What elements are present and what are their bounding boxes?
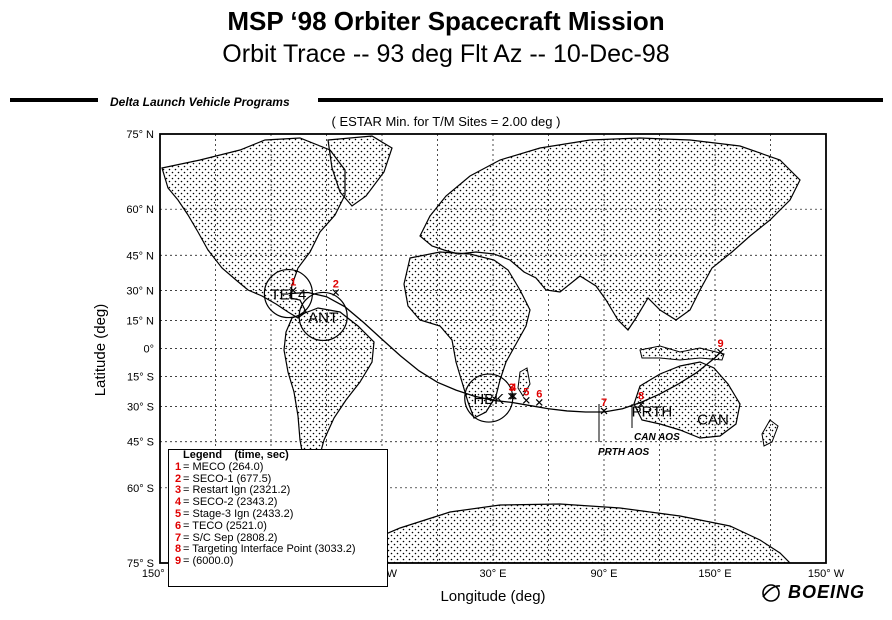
y-tick-label: 75° N bbox=[126, 129, 154, 141]
page-subtitle: Orbit Trace -- 93 deg Flt Az -- 10-Dec-9… bbox=[222, 40, 670, 68]
station-label: PRTH bbox=[632, 404, 673, 421]
event-number: 9 bbox=[717, 338, 723, 350]
event-marker bbox=[508, 392, 515, 400]
event-marker bbox=[637, 401, 645, 408]
y-tick-label: 15° S bbox=[127, 372, 154, 384]
greenland bbox=[327, 135, 393, 207]
madagascar bbox=[517, 367, 531, 397]
event-marker bbox=[522, 396, 530, 404]
legend-item-text: = (6000.0) bbox=[183, 555, 234, 568]
legend-units: (time, sec) bbox=[234, 449, 289, 461]
event-number: 7 bbox=[601, 397, 607, 409]
x-tick-label: 150° W bbox=[808, 568, 845, 580]
legend-item-number: 4 bbox=[175, 496, 182, 509]
orbit-trace bbox=[288, 291, 722, 413]
event-marker bbox=[535, 398, 543, 406]
event-marker bbox=[717, 348, 724, 356]
x-tick-label: 90° E bbox=[590, 568, 617, 580]
event-number: 4 bbox=[510, 382, 517, 394]
orbit-trace-line bbox=[288, 291, 722, 413]
event-marker bbox=[289, 286, 297, 294]
legend-item: 8 = Targeting Interface Point (3033.2) bbox=[175, 543, 387, 556]
legend-item-number: 5 bbox=[175, 507, 182, 520]
x-tick-label: 150° E bbox=[698, 568, 731, 580]
legend-item: 4 = SECO-2 (2343.2) bbox=[175, 496, 387, 509]
legend-item-text: = SECO-2 (2343.2) bbox=[183, 496, 278, 509]
y-tick-label: 30° N bbox=[126, 285, 154, 297]
antarctica bbox=[328, 503, 791, 563]
y-tick-label: 45° N bbox=[126, 250, 154, 262]
prth-aos-label: PRTH AOS bbox=[598, 447, 649, 458]
legend-item-number: 2 bbox=[175, 472, 182, 485]
program-label: Delta Launch Vehicle Programs bbox=[110, 95, 290, 109]
legend-item-number: 3 bbox=[175, 484, 182, 497]
boeing-emblem-icon bbox=[762, 584, 781, 603]
x-tick-label: 30° E bbox=[479, 568, 506, 580]
y-axis-label: Latitude (deg) bbox=[92, 304, 109, 397]
station-label: TEL4 bbox=[270, 287, 306, 304]
event-marker bbox=[509, 392, 517, 400]
x-axis-label: Longitude (deg) bbox=[440, 588, 545, 605]
boeing-logo: BOEING bbox=[760, 582, 865, 604]
legend-item-text: = TECO (2521.0) bbox=[183, 519, 267, 532]
legend-item-text: = Targeting Interface Point (3033.2) bbox=[183, 543, 356, 556]
legend-item-number: 6 bbox=[175, 519, 182, 532]
legend-item-number: 1 bbox=[175, 460, 182, 473]
legend-item: 1 = MECO (264.0) bbox=[175, 460, 387, 474]
legend-item-text: = S/C Sep (2808.2) bbox=[183, 531, 278, 544]
legend-item-text: = SECO-1 (677.5) bbox=[183, 472, 272, 485]
event-marker bbox=[600, 407, 608, 415]
y-tick-label: 45° S bbox=[127, 437, 154, 449]
y-tick-label: 0° bbox=[143, 344, 154, 356]
y-tick-label: 60° S bbox=[127, 483, 154, 495]
y-tick-label: 60° N bbox=[126, 204, 154, 216]
estar-note: ( ESTAR Min. for T/M Sites = 2.00 deg ) bbox=[331, 114, 561, 129]
event-number: 8 bbox=[638, 390, 644, 402]
legend-item-number: 8 bbox=[175, 543, 182, 556]
event-number: 6 bbox=[536, 388, 542, 400]
legend-item-text: = Restart Ign (2321.2) bbox=[183, 484, 291, 497]
legend-header: Legend (time, sec) bbox=[183, 449, 387, 462]
y-tick-label: 30° S bbox=[127, 402, 154, 414]
y-tick-label: 15° N bbox=[126, 315, 154, 327]
legend-item-number: 9 bbox=[175, 555, 182, 568]
y-tick-label: 75° S bbox=[127, 558, 154, 570]
event-number: 1 bbox=[290, 276, 296, 288]
can-aos-label: CAN AOS bbox=[634, 432, 680, 443]
logo-text: BOEING bbox=[788, 582, 866, 602]
legend-item: 6 = TECO (2521.0) bbox=[175, 519, 387, 533]
legend-box: Legend (time, sec) 1 = MECO (264.0) 2 = SEC… bbox=[168, 449, 388, 587]
legend-item: 7 = S/C Sep (2808.2) bbox=[175, 531, 387, 545]
event-number: 2 bbox=[333, 279, 339, 291]
header-rule-right bbox=[318, 98, 883, 102]
legend-title: Legend bbox=[183, 449, 223, 461]
landmasses bbox=[161, 135, 801, 563]
legend-item: 2 = SECO-1 (677.5) bbox=[175, 472, 387, 486]
australia bbox=[633, 361, 741, 439]
new-zealand bbox=[761, 419, 779, 447]
north-america bbox=[161, 137, 346, 319]
legend-item: 5 = Stage-3 Ign (2433.2) bbox=[175, 507, 387, 521]
legend-item: 9 = (6000.0) bbox=[175, 555, 387, 568]
legend-item-text: = Stage-3 Ign (2433.2) bbox=[183, 507, 294, 520]
legend-item-number: 7 bbox=[175, 531, 182, 544]
station-label: ANT bbox=[308, 309, 338, 326]
event-marker bbox=[332, 289, 340, 296]
event-number: 3 bbox=[508, 382, 514, 394]
legend-items: 1 = MECO (264.0) 2 = SECO-1 (677.5) 3 = Resta… bbox=[169, 460, 387, 568]
indonesia bbox=[639, 345, 725, 361]
legend-item-text: = MECO (264.0) bbox=[183, 460, 264, 473]
event-number: 5 bbox=[523, 386, 529, 398]
plot-frame bbox=[159, 133, 827, 564]
legend-item: 3 = Restart Ign (2321.2) bbox=[175, 484, 387, 497]
eurasia bbox=[419, 137, 801, 331]
station-label: CAN bbox=[697, 411, 729, 428]
station-coverage-circle bbox=[298, 291, 348, 342]
header-rule-left bbox=[10, 98, 98, 102]
event-markers: 1 2 34 5 6 7 8 9 bbox=[289, 276, 724, 415]
page-title: MSP ‘98 Orbiter Spacecraft Mission bbox=[227, 6, 665, 36]
